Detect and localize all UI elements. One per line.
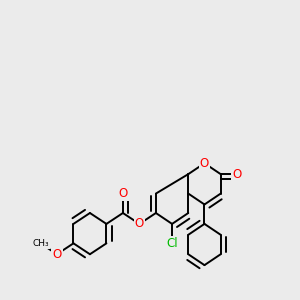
- Text: Cl: Cl: [166, 237, 178, 250]
- Text: CH₃: CH₃: [32, 239, 49, 248]
- Text: O: O: [232, 168, 242, 181]
- Text: O: O: [135, 218, 144, 230]
- Text: O: O: [52, 248, 62, 261]
- Text: O: O: [118, 187, 128, 200]
- Text: O: O: [200, 157, 209, 170]
